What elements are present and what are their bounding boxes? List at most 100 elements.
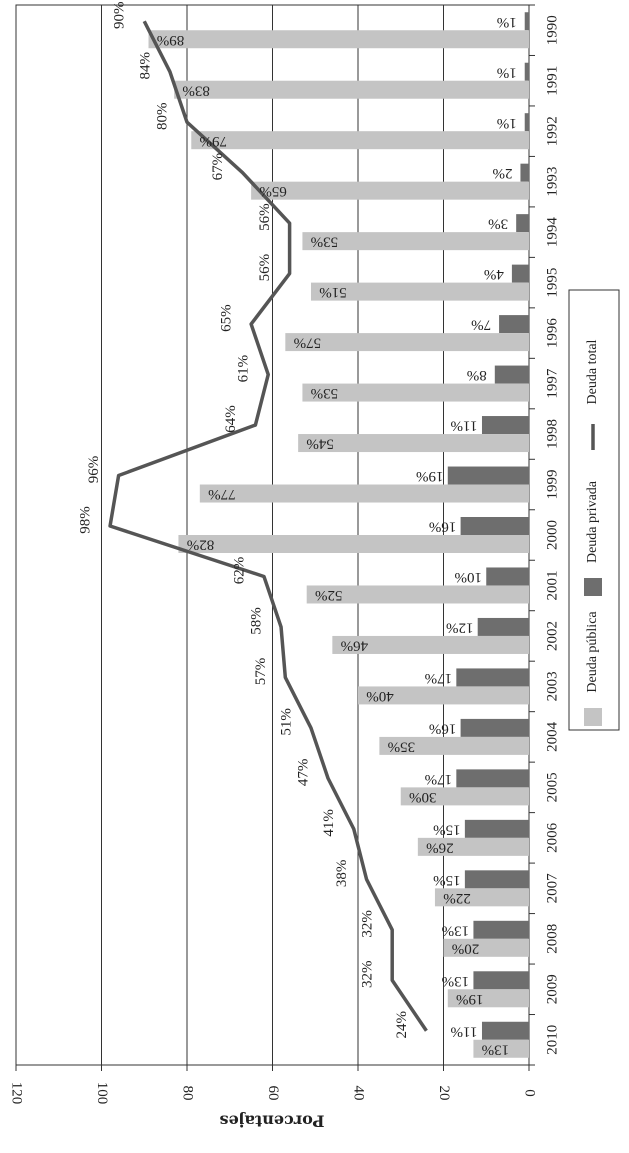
data-label-deuda-total: 90% [112,1,128,29]
bar-deuda-privada [464,819,529,838]
category-label: 1999 [544,470,560,500]
data-label-deuda-total: 32% [360,961,376,989]
category-label: 1995 [544,268,560,298]
legend-label: Deuda total [585,339,600,404]
bar-deuda-privada [481,1021,529,1040]
data-label-deuda-total: 64% [223,405,239,433]
bar-deuda-publica [191,131,529,150]
data-label-deuda-privada: 16% [429,519,457,535]
bar-deuda-publica [379,736,529,755]
category-label: 2004 [544,721,560,752]
data-label-deuda-publica: 83% [182,82,210,98]
data-label-deuda-privada: 12% [446,620,474,636]
bar-deuda-privada [520,163,529,182]
data-label-deuda-privada: 13% [442,973,470,989]
data-label-deuda-privada: 8% [467,367,487,383]
data-label-deuda-privada: 1% [497,115,517,131]
bar-deuda-privada [473,920,529,939]
legend-box [568,289,620,731]
bar-deuda-privada [524,113,529,132]
data-label-deuda-privada: 7% [471,317,491,333]
data-label-deuda-privada: 1% [497,14,517,30]
bar-deuda-publica [310,282,529,301]
data-label-deuda-privada: 15% [433,821,461,837]
bar-deuda-privada [494,365,529,384]
data-label-deuda-publica: 19% [456,991,484,1007]
bar-deuda-publica [251,181,529,200]
data-label-deuda-publica: 53% [311,385,339,401]
category-label: 2003 [544,671,560,701]
data-label-deuda-publica: 22% [443,890,471,906]
data-label-deuda-publica: 54% [306,436,334,452]
data-label-deuda-total: 56% [257,203,273,231]
data-label-deuda-publica: 57% [294,335,322,351]
value-tick-label: 120 [9,1082,25,1105]
bar-deuda-privada [460,718,529,737]
bar-deuda-privada [481,416,529,435]
category-label: 1991 [544,66,560,96]
bar-deuda-privada [477,617,529,636]
axes: 0 20 40 60 80 100 120 1990 1991 1992 1993 1994 1995 1… [9,4,560,1105]
category-label: 1998 [544,419,560,449]
data-label-deuda-publica: 65% [259,183,287,199]
data-label-deuda-total: 96% [86,456,102,484]
bar-deuda-privada [456,668,529,687]
legend: Deuda pública Deuda privada Deuda total [568,289,620,731]
category-label: 2006 [544,822,560,853]
data-label-deuda-total: 80% [154,102,170,130]
bar-deuda-privada [524,12,529,31]
category-label: 2009 [544,974,560,1004]
data-label-deuda-publica: 52% [315,587,343,603]
data-label-deuda-publica: 53% [311,234,339,250]
bars [148,12,530,1058]
bar-deuda-privada [524,62,529,81]
data-label-deuda-privada: 11% [450,418,477,434]
data-label-deuda-publica: 13% [482,1041,510,1057]
data-label-deuda-privada: 10% [455,569,483,585]
category-label: 1990 [544,15,560,45]
line-deuda-total [108,20,428,1032]
bar-deuda-privada [473,971,529,990]
bar-deuda-publica [447,989,529,1008]
data-label-deuda-total: 84% [137,52,153,80]
bar-deuda-privada [516,214,529,233]
data-label-deuda-total: 98% [77,506,93,534]
legend-label: Deuda privada [585,480,600,563]
data-label-deuda-publica: 46% [341,638,369,654]
legend-swatch [584,708,602,726]
category-label: 1994 [544,217,560,248]
category-label: 2002 [544,621,560,651]
data-label-deuda-total: 24% [394,1011,410,1039]
data-label-deuda-total: 56% [257,254,273,282]
category-label: 2001 [544,570,560,600]
bar-deuda-publica [306,585,529,604]
data-label-deuda-privada: 11% [450,1023,477,1039]
data-label-deuda-total: 62% [231,557,247,585]
category-label: 2008 [544,924,560,954]
category-label: 2005 [544,772,560,802]
bar-deuda-publica [332,635,529,654]
data-label-deuda-privada: 19% [416,468,444,484]
bar-deuda-publica [417,837,529,856]
data-label-deuda-publica: 26% [426,839,454,855]
data-label-deuda-publica: 40% [366,688,394,704]
bar-deuda-publica [434,888,529,907]
data-label-deuda-publica: 79% [200,133,228,149]
data-label-deuda-total: 51% [278,708,294,736]
value-tick-label: 20 [436,1086,452,1101]
data-label-deuda-total: 32% [360,910,376,938]
value-tick-label: 60 [265,1086,281,1101]
bar-deuda-privada [456,769,529,788]
data-label-deuda-total: 41% [321,809,337,837]
bar-deuda-publica [400,787,529,806]
value-tick-label: 0 [522,1089,538,1097]
data-label-deuda-total: 57% [253,658,269,686]
value-tick-label: 100 [94,1082,110,1105]
bar-deuda-publica [178,535,529,553]
bar-deuda-publica [473,1039,529,1058]
data-label-deuda-publica: 30% [409,789,437,805]
bar-deuda-publica [199,484,529,503]
data-label-deuda-privada: 3% [488,216,508,232]
category-label: 2007 [544,873,560,904]
